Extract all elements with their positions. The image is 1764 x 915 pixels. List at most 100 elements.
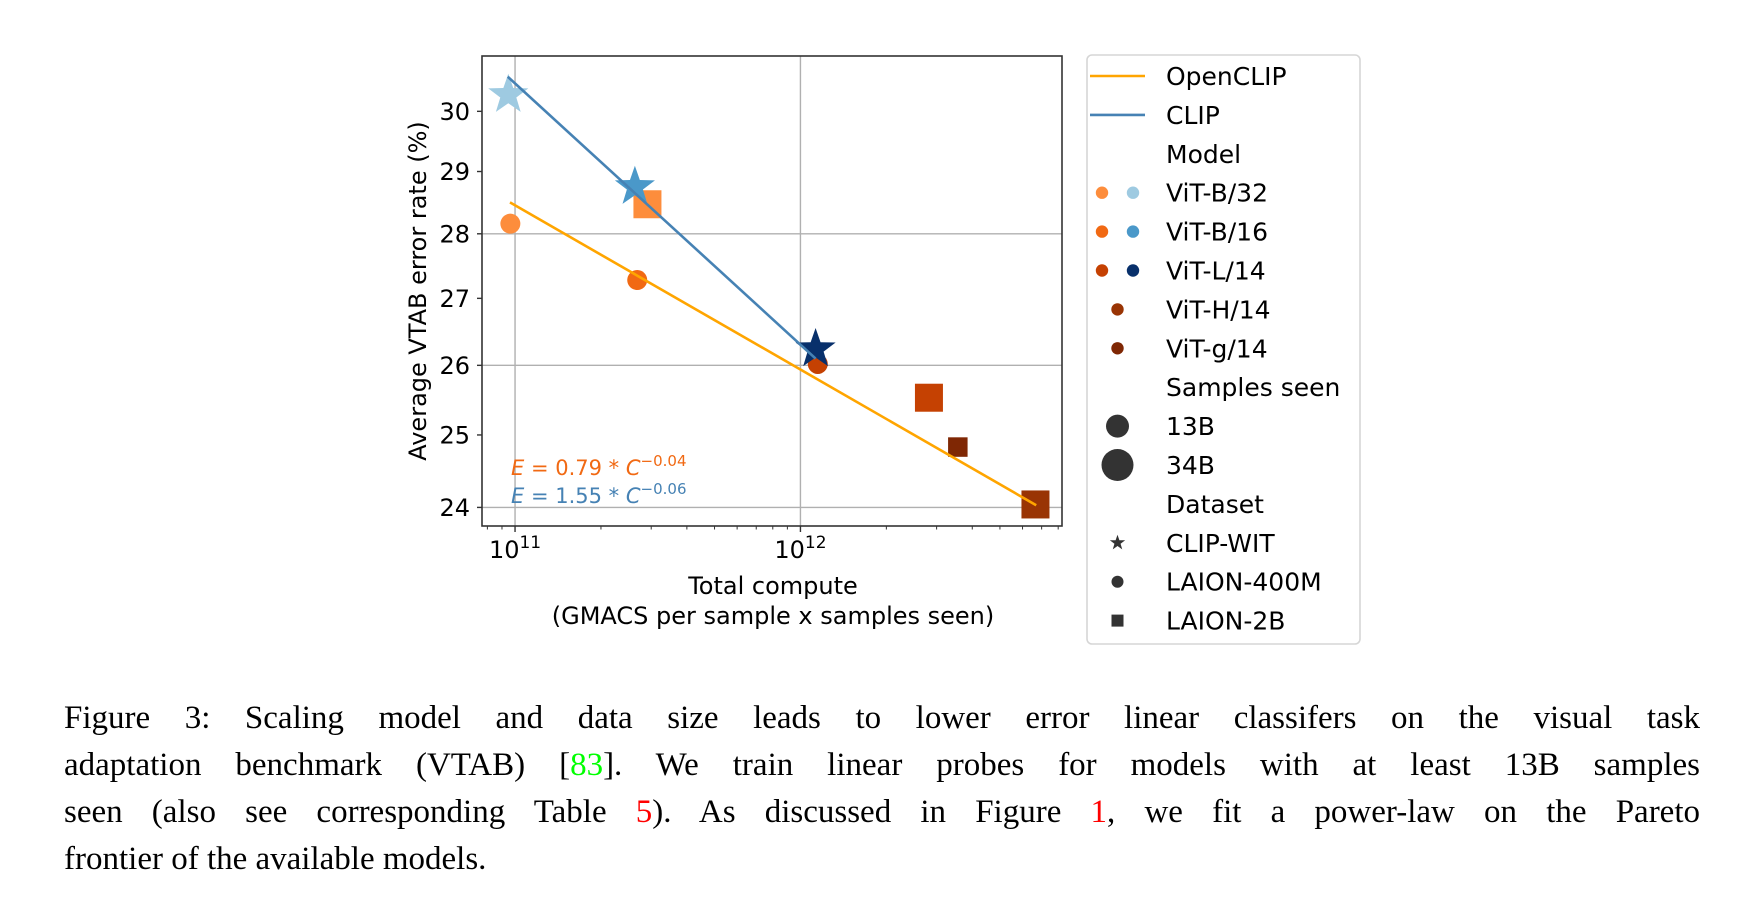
fit-equation: E = 0.79 * C−0.04: [511, 452, 686, 480]
legend: OpenCLIP CLIP Model ViT-B/32 ViT-B/16 ViT-L/1…: [1086, 54, 1361, 645]
equation-exponent: −0.06: [641, 480, 687, 498]
data-point-circle: [500, 213, 521, 234]
caption-line: Figure 3: Scaling model and data size le…: [64, 695, 1700, 742]
y-tick-label: 24: [439, 494, 470, 522]
equation-coefficient: = 1.55 *: [524, 484, 626, 508]
y-tick-label: 28: [439, 220, 470, 248]
legend-dot-icon: [1111, 303, 1124, 316]
legend-item: CLIP: [1090, 101, 1220, 130]
plot-frame: [481, 55, 1063, 527]
fit-line-clip: [506, 75, 817, 360]
legend-label: CLIP: [1166, 101, 1220, 130]
legend-item: LAION-400M: [1111, 568, 1322, 597]
data-point-star: [614, 165, 655, 204]
legend-label: Model: [1166, 140, 1241, 169]
x-tick-label: 1011: [489, 533, 541, 564]
legend-size-icon: [1101, 449, 1134, 481]
caption-text: Figure 3: Scaling model and data size le…: [64, 700, 1700, 736]
legend-item: LAION-2B: [1111, 607, 1285, 636]
legend-square-icon: [1111, 614, 1124, 627]
legend-item: OpenCLIP: [1090, 62, 1287, 91]
legend-label: OpenCLIP: [1166, 62, 1287, 91]
y-tick-label: 29: [439, 158, 470, 186]
legend-item: ViT-H/14: [1111, 295, 1271, 324]
caption-text: adaptation benchmark (VTAB) [: [64, 747, 571, 783]
x-axis-ticks: 1011 1012: [486, 526, 1059, 564]
data-point-star: [488, 73, 529, 112]
caption-text: ). As discussed in Figure: [652, 794, 1091, 830]
legend-item: Model: [1166, 140, 1241, 169]
y-tick-label: 30: [439, 98, 470, 126]
legend-size-icon: [1106, 414, 1129, 438]
data-point-star: [795, 327, 836, 367]
legend-item: CLIP-WIT: [1109, 529, 1275, 558]
caption-reference-link[interactable]: 83: [570, 747, 604, 783]
legend-dot-icon: [1111, 342, 1124, 355]
x-tick-base: 10: [774, 536, 805, 564]
legend-label: CLIP-WIT: [1166, 529, 1275, 558]
x-axis-label-line2: (GMACS per sample x samples seen): [552, 602, 995, 630]
caption-text: seen (also see corresponding Table: [64, 794, 636, 830]
caption-line: seen (also see corresponding Table 5). A…: [64, 789, 1700, 836]
legend-label: ViT-g/14: [1166, 334, 1268, 363]
fit-equation: E = 1.55 * C−0.06: [511, 480, 686, 508]
legend-label: ViT-L/14: [1166, 257, 1266, 286]
legend-dot-icon: [1095, 186, 1109, 199]
legend-item: 13B: [1106, 412, 1215, 441]
legend-item: ViT-B/32: [1095, 179, 1268, 208]
y-tick-label: 26: [439, 352, 470, 380]
caption-text: , we fit a power-law on the Pareto: [1107, 794, 1700, 830]
x-tick-base: 10: [489, 536, 520, 564]
x-tick-exponent: 11: [519, 533, 541, 553]
data-point-square: [914, 383, 943, 412]
legend-item: Samples seen: [1166, 373, 1340, 402]
y-tick-label: 25: [439, 421, 470, 449]
legend-item: ViT-B/16: [1095, 218, 1268, 247]
equation-coefficient: = 0.79 *: [524, 456, 626, 480]
legend-label: ViT-B/16: [1166, 218, 1268, 247]
caption-line: adaptation benchmark (VTAB) [83]. We tra…: [64, 742, 1700, 789]
legend-label: 13B: [1166, 412, 1215, 441]
x-tick-exponent: 12: [805, 533, 827, 553]
legend-label: LAION-400M: [1166, 568, 1322, 597]
legend-item: Dataset: [1166, 490, 1264, 519]
y-axis-label: Average VTAB error rate (%): [404, 121, 432, 461]
legend-label: 34B: [1166, 451, 1215, 480]
legend-dot-icon: [1126, 186, 1140, 199]
data-points: [488, 73, 1050, 519]
equation-exponent: −0.04: [641, 452, 687, 470]
fit-lines: [506, 75, 1037, 507]
fit-equations: E = 0.79 * C−0.04E = 1.55 * C−0.06: [511, 452, 686, 508]
caption-line: frontier of the available models.: [64, 836, 1700, 883]
legend-label: Dataset: [1166, 490, 1264, 519]
equation-variable-c: C: [626, 456, 641, 480]
fit-line-openclip: [509, 201, 1037, 507]
legend-dot-icon: [1095, 225, 1109, 238]
caption-reference-link[interactable]: 1: [1090, 794, 1108, 830]
caption-text: frontier of the available models.: [64, 841, 487, 877]
legend-label: LAION-2B: [1166, 607, 1285, 636]
y-axis-ticks: 24 25 26 27 28 29 30: [439, 98, 482, 522]
legend-label: ViT-H/14: [1166, 295, 1271, 324]
legend-item: ViT-L/14: [1095, 257, 1266, 286]
legend-star-icon: [1109, 534, 1126, 550]
figure-chart: E = 0.79 * C−0.04E = 1.55 * C−0.06 1011 1…: [404, 54, 1361, 645]
legend-label: ViT-B/32: [1166, 179, 1268, 208]
x-axis-label-line1: Total compute: [687, 572, 858, 600]
equation-variable-e: E: [511, 456, 525, 480]
legend-circle-icon: [1111, 575, 1124, 588]
equation-variable-e: E: [511, 484, 525, 508]
legend-label: Samples seen: [1166, 373, 1340, 402]
figure-caption: Figure 3: Scaling model and data size le…: [64, 695, 1700, 883]
gridlines: [482, 56, 1062, 526]
data-point-circle: [627, 270, 648, 291]
equation-variable-c: C: [626, 484, 641, 508]
legend-dot-icon: [1126, 264, 1140, 277]
caption-reference-link[interactable]: 5: [635, 794, 653, 830]
x-tick-label: 1012: [774, 533, 826, 564]
legend-dot-icon: [1126, 225, 1140, 238]
y-tick-label: 27: [439, 285, 470, 313]
legend-box: [1086, 54, 1361, 645]
caption-text: ]. We train linear probes for models wit…: [603, 747, 1700, 783]
legend-dot-icon: [1095, 264, 1109, 277]
